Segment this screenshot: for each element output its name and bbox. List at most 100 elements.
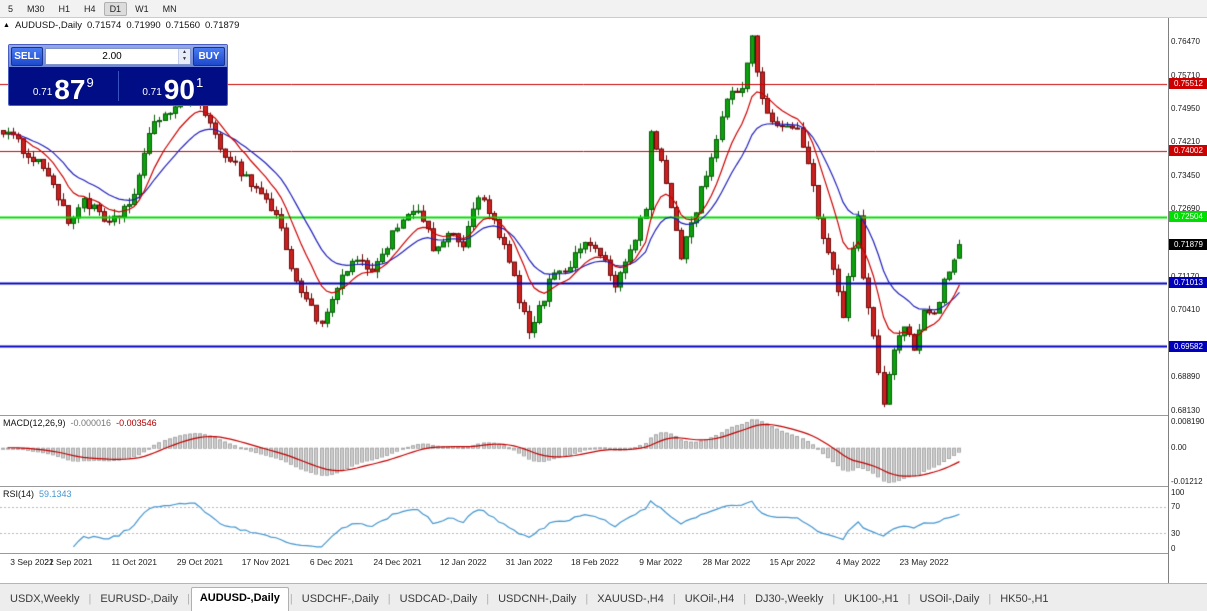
tab-usdcad-daily[interactable]: USDCAD-,Daily [399, 593, 478, 605]
timeframe-button-d1[interactable]: D1 [103, 1, 128, 16]
level-price-badge: 0.75512 [1169, 78, 1207, 90]
tab-separator: | [988, 593, 992, 605]
buy-price-big-digits: 90 [163, 74, 195, 106]
date-axis-label: 18 Feb 2022 [571, 557, 619, 567]
macd-canvas[interactable] [0, 416, 1167, 486]
price-axis[interactable]: 0.76470 0.75710 0.74950 0.74210 0.73450 0.726… [1168, 18, 1207, 583]
tab-eurusd-daily[interactable]: EURUSD-,Daily [100, 593, 178, 605]
tab-separator: | [585, 593, 589, 605]
price-axis-label: 0.74950 [1171, 104, 1200, 114]
one-click-controls-row: SELL ▲ ▼ BUY [9, 45, 227, 67]
sell-price-pip-digit: 9 [86, 75, 94, 90]
rsi-canvas[interactable] [0, 487, 1167, 553]
one-click-collapse-icon[interactable]: ▲ [3, 22, 10, 29]
tab-usdx-weekly[interactable]: USDX,Weekly [10, 593, 80, 605]
level-price-badge: 0.72504 [1169, 211, 1207, 223]
tab-usdcnh-daily[interactable]: USDCNH-,Daily [498, 593, 577, 605]
price-axis-label: 0.75710 [1171, 70, 1200, 80]
macd-axis-label: 0.00 [1171, 443, 1187, 453]
timeframe-button-w1[interactable]: W1 [135, 3, 149, 14]
chart-title: ▲ AUDUSD-,Daily 0.71574 0.71990 0.71560 … [3, 20, 239, 31]
date-axis-label: 4 May 2022 [835, 557, 881, 567]
macd-signal-value: -0.003546 [116, 418, 157, 428]
level-price-badge: 0.74002 [1169, 145, 1207, 157]
price-axis-label: 0.73450 [1171, 170, 1200, 180]
tab-separator: | [907, 593, 911, 605]
buy-price-display[interactable]: 0.71 90 1 [119, 67, 228, 105]
rsi-axis-label: 70 [1171, 502, 1180, 512]
tab-uk100-h1[interactable]: UK100-,H1 [844, 593, 899, 605]
date-axis-label: 3 Sep 2021 [10, 557, 54, 567]
date-axis-label: 15 Apr 2022 [769, 557, 816, 567]
rsi-value: 59.1343 [39, 489, 72, 499]
tab-dj30-weekly[interactable]: DJ30-,Weekly [755, 593, 824, 605]
ohlc-close-value: 0.71879 [205, 20, 240, 31]
tab-separator: | [743, 593, 747, 605]
timeframe-button-m30[interactable]: M30 [27, 3, 45, 14]
tab-separator: | [832, 593, 836, 605]
sell-price-prefix: 0.71 [32, 87, 53, 98]
rsi-axis-label: 0 [1171, 544, 1176, 553]
volume-spin-down-icon[interactable]: ▼ [179, 56, 190, 64]
rsi-axis-label: 30 [1171, 528, 1180, 538]
date-axis-label: 11 Oct 2021 [111, 557, 158, 567]
price-axis-label: 0.74210 [1171, 136, 1200, 146]
chart-symbol-label: AUDUSD-,Daily [14, 20, 82, 31]
macd-main-value: -0.000016 [70, 418, 112, 428]
tab-separator: | [672, 593, 676, 605]
macd-axis-label: -0.01212 [1171, 477, 1203, 486]
pane-separator[interactable] [0, 486, 1207, 487]
date-axis-label: 24 Dec 2021 [373, 557, 422, 567]
timeframe-toolbar: 5 M30 H1 H4 D1 W1 MN [0, 0, 1207, 18]
tab-audusd-daily[interactable]: AUDUSD-,Daily [190, 587, 289, 611]
tab-usdchf-daily[interactable]: USDCHF-,Daily [301, 593, 379, 605]
volume-field: ▲ ▼ [45, 47, 191, 65]
tab-separator: | [88, 593, 92, 605]
timeframe-button-5[interactable]: 5 [8, 3, 14, 14]
rsi-indicator-label: RSI(14) 59.1343 [3, 489, 72, 499]
tab-separator: | [387, 593, 391, 605]
price-axis-label: 0.70410 [1171, 305, 1200, 315]
tab-hk50-h1[interactable]: HK50-,H1 [1000, 593, 1049, 605]
sell-button[interactable]: SELL [11, 46, 43, 66]
pane-separator[interactable] [0, 553, 1207, 554]
timeframe-button-mn[interactable]: MN [162, 3, 177, 14]
chart-region: 3 Sep 2021 22 Sep 2021 11 Oct 2021 29 Oct 2… [0, 18, 1207, 583]
price-divider [117, 71, 119, 101]
timeframe-button-h1[interactable]: H1 [58, 3, 71, 14]
level-price-badge: 0.71013 [1169, 277, 1207, 289]
volume-spinner: ▲ ▼ [178, 48, 190, 64]
price-axis-label: 0.76470 [1171, 36, 1200, 46]
chart-tab-bar: USDX,Weekly | EURUSD-,Daily | AUDUSD-,Daily |… [0, 583, 1207, 611]
volume-input[interactable] [46, 48, 178, 64]
current-price-badge: 0.71879 [1169, 239, 1207, 251]
ohlc-high-value: 0.71990 [126, 20, 161, 31]
date-axis-label: 9 Mar 2022 [639, 557, 683, 567]
sell-price-display[interactable]: 0.71 87 9 [9, 67, 118, 105]
tab-separator: | [289, 593, 293, 605]
volume-spin-up-icon[interactable]: ▲ [179, 48, 190, 56]
tab-separator: | [486, 593, 490, 605]
date-axis-label: 23 May 2022 [899, 557, 949, 567]
date-axis[interactable]: 3 Sep 2021 22 Sep 2021 11 Oct 2021 29 Oct 2… [0, 554, 1167, 583]
date-axis-label: 31 Jan 2022 [505, 557, 553, 567]
sell-price-big-digits: 87 [54, 74, 86, 106]
tab-usoil-daily[interactable]: USOil-,Daily [919, 593, 980, 605]
tab-ukoil-h4[interactable]: UKOil-,H4 [684, 593, 735, 605]
date-axis-label: 17 Nov 2021 [241, 557, 290, 567]
date-axis-label: 29 Oct 2021 [176, 557, 224, 567]
buy-button[interactable]: BUY [193, 46, 225, 66]
pane-separator[interactable] [0, 415, 1207, 416]
level-price-badge: 0.69582 [1169, 340, 1207, 352]
macd-axis-label: 0.008190 [1171, 417, 1205, 426]
timeframe-button-h4[interactable]: H4 [84, 3, 96, 14]
tab-separator: | [186, 593, 190, 605]
tab-xauusd-h4[interactable]: XAUUSD-,H4 [597, 593, 664, 605]
macd-name: MACD(12,26,9) [3, 418, 66, 428]
date-axis-label: 12 Jan 2022 [439, 557, 487, 567]
price-axis-label: 0.68890 [1171, 372, 1200, 382]
price-axis-label: 0.71170 [1171, 271, 1200, 281]
macd-indicator-label: MACD(12,26,9) -0.000016 -0.003546 [3, 418, 157, 428]
buy-price-pip-digit: 1 [195, 75, 204, 90]
